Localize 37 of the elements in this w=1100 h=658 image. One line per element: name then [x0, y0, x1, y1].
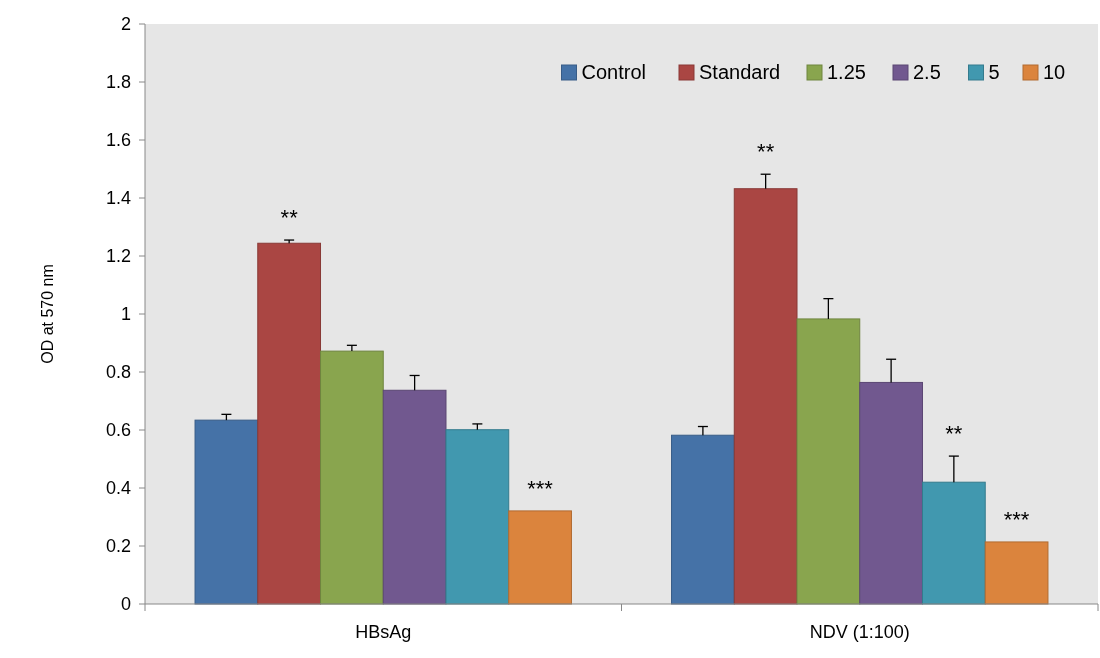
- bar: [921, 481, 986, 605]
- bar: [733, 188, 798, 605]
- annotation: **: [757, 139, 775, 165]
- y-tick-label: 2: [120, 14, 131, 35]
- annotation: ***: [1003, 506, 1030, 532]
- bar: [508, 510, 572, 605]
- y-axis-title: OD at 570 nm: [39, 264, 56, 364]
- bar: [320, 350, 384, 605]
- legend-label: 1.25: [827, 61, 866, 83]
- legend-label: 5: [988, 61, 1000, 83]
- legend-label: 10: [1043, 61, 1066, 83]
- bar: [382, 389, 447, 605]
- y-tick-label: 1.2: [105, 246, 131, 267]
- annotation: ***: [527, 475, 554, 501]
- bar: [859, 381, 923, 605]
- annotation: **: [280, 205, 299, 231]
- bar: [257, 242, 322, 605]
- legend-label: Standard: [699, 61, 781, 83]
- bar: [194, 419, 259, 605]
- x-tick-label: HBsAg: [355, 622, 412, 642]
- y-tick-label: 1.8: [105, 72, 131, 93]
- y-tick-label: 0.2: [105, 536, 131, 557]
- legend-label: 2.5: [913, 61, 941, 83]
- y-tick-label: 1: [120, 304, 131, 325]
- y-tick-label: 0.4: [105, 478, 131, 499]
- bar: [671, 434, 735, 605]
- annotation: **: [945, 421, 963, 447]
- bar: [796, 318, 861, 605]
- bar: [445, 429, 510, 605]
- bar: [984, 541, 1049, 605]
- y-tick-label: 1.6: [105, 130, 131, 151]
- legend-label: Control: [581, 61, 646, 83]
- x-tick-label: NDV (1:100): [809, 622, 910, 642]
- y-tick-label: 0.6: [105, 420, 131, 441]
- y-tick-label: 0.8: [105, 362, 131, 383]
- y-tick-label: 0: [120, 594, 131, 615]
- y-tick-label: 1.4: [105, 188, 131, 209]
